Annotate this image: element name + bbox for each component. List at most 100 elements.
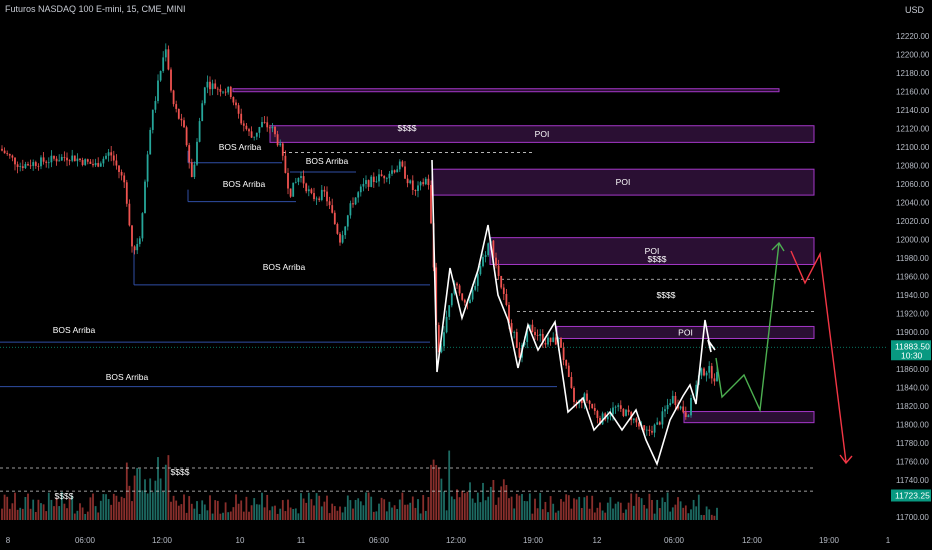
liquidity-label: $$$$	[648, 254, 667, 264]
poi-label: POI	[535, 129, 550, 139]
poi-zone[interactable]	[683, 411, 815, 424]
volume-bar	[175, 500, 178, 520]
candle-body	[372, 176, 375, 182]
volume-bar	[8, 508, 11, 520]
candle-body	[502, 287, 505, 294]
candle-body	[131, 225, 133, 247]
volume-bar	[27, 493, 29, 520]
volume-bar	[458, 497, 461, 520]
volume-bar	[487, 496, 490, 520]
candle-body	[695, 384, 698, 397]
volume-bar	[625, 509, 627, 520]
candle-body	[609, 414, 612, 417]
candle-body	[125, 182, 128, 204]
poi-zone[interactable]	[269, 125, 815, 143]
candle-body	[515, 332, 518, 348]
volume-bar	[339, 506, 341, 520]
candle-body	[146, 154, 149, 182]
candle-body	[565, 359, 568, 366]
volume-bar	[185, 512, 188, 520]
poi-zone[interactable]	[232, 88, 780, 93]
candle-body	[513, 332, 516, 333]
candle-body	[219, 88, 222, 92]
volume-bar	[50, 499, 53, 520]
candle-body	[123, 175, 126, 183]
volume-bar	[661, 497, 664, 520]
volume-bar	[703, 515, 705, 520]
bos-label: BOS Arriba	[219, 142, 262, 152]
candle-body	[297, 177, 300, 182]
candle-body	[11, 155, 14, 158]
candle-body	[136, 244, 139, 251]
volume-bar	[138, 468, 141, 520]
candle-body	[151, 109, 154, 130]
volume-bar	[593, 512, 596, 520]
y-axis-tick: 12040.00	[896, 199, 930, 208]
volume-bar	[209, 495, 211, 520]
poi-zone[interactable]	[489, 237, 815, 265]
candle-body	[523, 342, 526, 346]
volume-bar	[107, 499, 110, 520]
candle-body	[21, 166, 24, 169]
candle-body	[401, 161, 404, 167]
volume-bar	[586, 495, 588, 520]
candle-body	[346, 215, 349, 227]
candle-body	[593, 408, 596, 411]
candle-body	[240, 113, 243, 124]
volume-bar	[40, 503, 42, 520]
candle-body	[6, 153, 9, 155]
candle-body	[53, 155, 55, 159]
volume-bar	[539, 492, 542, 520]
currency-label: USD	[904, 5, 924, 15]
y-axis-tick: 11900.00	[896, 328, 929, 337]
candle-body	[645, 429, 648, 431]
volume-bar	[617, 501, 620, 520]
volume-bar	[645, 508, 648, 520]
volume-bar	[531, 513, 534, 520]
volume-bar	[627, 502, 630, 520]
candle-body	[216, 88, 219, 90]
volume-bar	[565, 494, 568, 520]
volume-bar	[679, 501, 682, 520]
candle-body	[539, 333, 542, 336]
candle-body	[175, 104, 178, 109]
volume-bar	[651, 499, 653, 520]
candle-body	[84, 159, 87, 165]
volume-bar	[224, 502, 227, 520]
candle-body	[209, 81, 211, 90]
volume-bar	[198, 513, 201, 520]
bos-label: BOS Arriba	[223, 179, 266, 189]
volume-bar	[580, 508, 583, 520]
candle-body	[674, 395, 677, 405]
y-axis-tick: 11840.00	[896, 384, 929, 393]
poi-zone[interactable]	[431, 168, 815, 196]
candle-body	[89, 161, 92, 165]
candle-body	[94, 162, 97, 166]
candle-body	[690, 397, 692, 416]
candle-body	[105, 155, 107, 159]
candle-body	[344, 226, 347, 236]
volume-bar	[294, 508, 297, 520]
candle-body	[271, 126, 274, 129]
volume-bar	[484, 500, 487, 520]
volume-bar	[315, 493, 318, 520]
candle-body	[24, 164, 27, 169]
x-axis-tick: 12:00	[742, 536, 763, 545]
volume-bar	[84, 513, 87, 520]
y-axis-tick: 11700.00	[896, 513, 929, 522]
low-price-badge	[891, 489, 931, 502]
volume-bar	[211, 513, 214, 520]
candle-body	[81, 160, 84, 165]
volume-bar	[544, 501, 547, 520]
candle-body	[601, 413, 604, 425]
candle-body	[648, 429, 651, 432]
volume-bar	[188, 496, 191, 520]
candle-body	[188, 145, 191, 163]
volume-bar	[128, 485, 131, 520]
volume-bar	[471, 498, 474, 520]
liquidity-label: $$$$	[398, 123, 417, 133]
volume-bar	[671, 507, 674, 520]
volume-bar	[445, 510, 448, 520]
volume-bar	[206, 510, 209, 520]
